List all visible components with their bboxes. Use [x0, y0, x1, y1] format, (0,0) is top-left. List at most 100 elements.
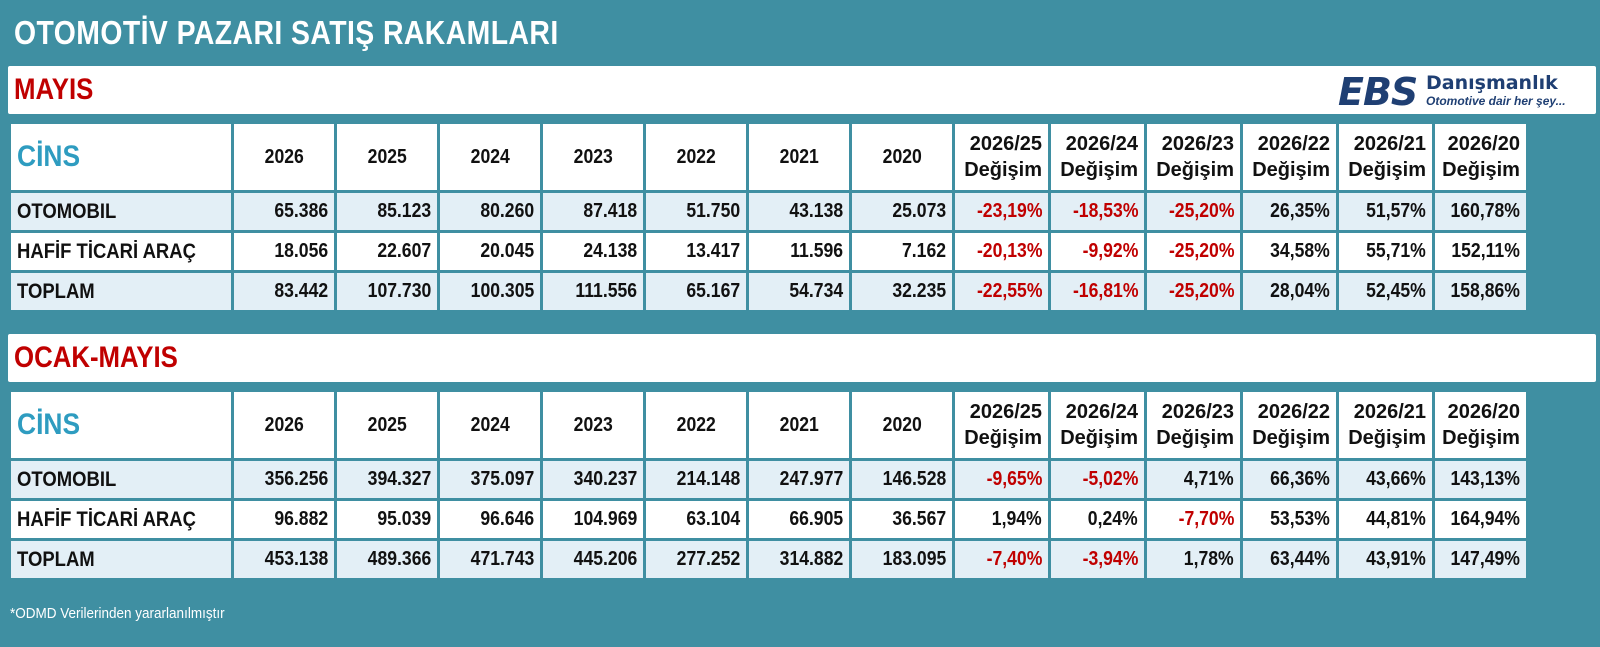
sales-value: 85.123: [377, 200, 431, 222]
row-label-cell: TOPLAM: [11, 541, 231, 578]
change-value-cell: -25,20%: [1147, 273, 1240, 310]
change-value: 0,24%: [1088, 508, 1138, 530]
sales-value-cell: 7.162: [852, 233, 952, 270]
change-value-cell: 164,94%: [1435, 501, 1526, 538]
sales-value-cell: 22.607: [337, 233, 437, 270]
change-value-cell: 147,49%: [1435, 541, 1526, 578]
change-period: 2026/25: [969, 133, 1042, 155]
change-value: 1,94%: [992, 508, 1042, 530]
table-row: OTOMOBIL 65.386 85.123 80.260 87.418 51.750 43…: [11, 193, 1526, 230]
cins-label: CİNS: [17, 408, 81, 441]
change-value: 26,35%: [1270, 200, 1330, 222]
sales-value: 24.138: [583, 240, 637, 262]
column-header-change: 2026/22 Değişim: [1243, 124, 1336, 190]
change-value: 1,78%: [1184, 548, 1234, 570]
change-value: 43,66%: [1366, 468, 1426, 490]
change-label: Değişim: [1252, 427, 1330, 449]
sales-value-cell: 111.556: [543, 273, 643, 310]
change-value-cell: 51,57%: [1339, 193, 1432, 230]
sales-value-cell: 375.097: [440, 461, 540, 498]
change-value-cell: 1,78%: [1147, 541, 1240, 578]
change-value-cell: 44,81%: [1339, 501, 1432, 538]
sales-value: 20.045: [480, 240, 534, 262]
logo-mark: EBS: [1338, 70, 1418, 114]
sales-value-cell: 445.206: [543, 541, 643, 578]
change-value: -23,19%: [976, 200, 1042, 222]
change-period: 2026/21: [1353, 133, 1426, 155]
sales-value-cell: 471.743: [440, 541, 540, 578]
change-value-cell: 4,71%: [1147, 461, 1240, 498]
change-value: -3,94%: [1082, 548, 1138, 570]
change-value-cell: 66,36%: [1243, 461, 1336, 498]
sales-value-cell: 65.386: [234, 193, 334, 230]
row-label: OTOMOBIL: [17, 199, 117, 223]
section-title: MAYIS: [14, 73, 94, 106]
sales-value: 146.528: [882, 468, 946, 490]
change-value: -18,53%: [1072, 200, 1138, 222]
change-value-cell: -7,40%: [955, 541, 1048, 578]
change-value-cell: -25,20%: [1147, 193, 1240, 230]
column-header-change: 2026/24 Değişim: [1051, 124, 1144, 190]
column-header-year: 2022: [646, 392, 746, 458]
change-value: -16,81%: [1072, 280, 1138, 302]
sales-value-cell: 20.045: [440, 233, 540, 270]
sales-value: 375.097: [470, 468, 534, 490]
sales-value-cell: 95.039: [337, 501, 437, 538]
column-header-change: 2026/25 Değişim: [955, 392, 1048, 458]
year-label: 2023: [573, 145, 613, 168]
sales-value: 96.646: [480, 508, 534, 530]
column-header-year: 2025: [337, 124, 437, 190]
change-value: -20,13%: [976, 240, 1042, 262]
change-value-cell: -5,02%: [1051, 461, 1144, 498]
change-period: 2026/20: [1447, 133, 1520, 155]
column-header-year: 2021: [749, 392, 849, 458]
row-label-cell: HAFİF TİCARİ ARAÇ: [11, 233, 231, 270]
section-title: OCAK-MAYIS: [14, 341, 178, 374]
table-row: OTOMOBIL 356.256 394.327 375.097 340.237 214.…: [11, 461, 1526, 498]
sales-value: 489.366: [367, 548, 431, 570]
sales-value: 107.730: [367, 280, 431, 302]
change-value-cell: 26,35%: [1243, 193, 1336, 230]
change-value: 44,81%: [1366, 508, 1426, 530]
row-label-cell: TOPLAM: [11, 273, 231, 310]
sales-value-cell: 277.252: [646, 541, 746, 578]
change-value-cell: -18,53%: [1051, 193, 1144, 230]
column-header-change: 2026/24 Değişim: [1051, 392, 1144, 458]
change-value-cell: -16,81%: [1051, 273, 1144, 310]
sales-value-cell: 146.528: [852, 461, 952, 498]
sales-value: 51.750: [686, 200, 740, 222]
column-header-year: 2020: [852, 392, 952, 458]
change-value: 53,53%: [1270, 508, 1330, 530]
year-label: 2024: [470, 413, 510, 436]
change-value: 63,44%: [1270, 548, 1330, 570]
logo-tagline: Otomotive dair her şey...: [1426, 94, 1566, 108]
change-value: 28,04%: [1270, 280, 1330, 302]
change-value: 143,13%: [1450, 468, 1520, 490]
column-header-year: 2026: [234, 392, 334, 458]
change-value-cell: 143,13%: [1435, 461, 1526, 498]
source-note: *ODMD Verilerinden yararlanılmıştır: [10, 605, 225, 622]
header-row: CİNS 2026 2025 2024 2023 2022 2021 2020 2026/25 D…: [11, 392, 1526, 458]
column-header-cins: CİNS: [11, 392, 231, 458]
column-header-change: 2026/20 Değişim: [1435, 124, 1526, 190]
sales-value: 32.235: [892, 280, 946, 302]
year-label: 2024: [470, 145, 510, 168]
sales-value-cell: 340.237: [543, 461, 643, 498]
column-header-year: 2024: [440, 392, 540, 458]
sales-value: 43.138: [789, 200, 843, 222]
change-value-cell: 55,71%: [1339, 233, 1432, 270]
sales-value: 22.607: [377, 240, 431, 262]
column-header-year: 2020: [852, 124, 952, 190]
sales-value: 11.596: [790, 240, 843, 262]
column-header-change: 2026/21 Değişim: [1339, 392, 1432, 458]
change-value-cell: -20,13%: [955, 233, 1048, 270]
cins-label: CİNS: [17, 140, 81, 173]
sales-value-cell: 18.056: [234, 233, 334, 270]
change-value: -5,02%: [1082, 468, 1138, 490]
change-label: Değişim: [1348, 159, 1426, 181]
change-label: Değişim: [1252, 159, 1330, 181]
change-label: Değişim: [964, 427, 1042, 449]
header-row: CİNS 2026 2025 2024 2023 2022 2021 2020 2026/25 D…: [11, 124, 1526, 190]
change-value: 4,71%: [1184, 468, 1234, 490]
